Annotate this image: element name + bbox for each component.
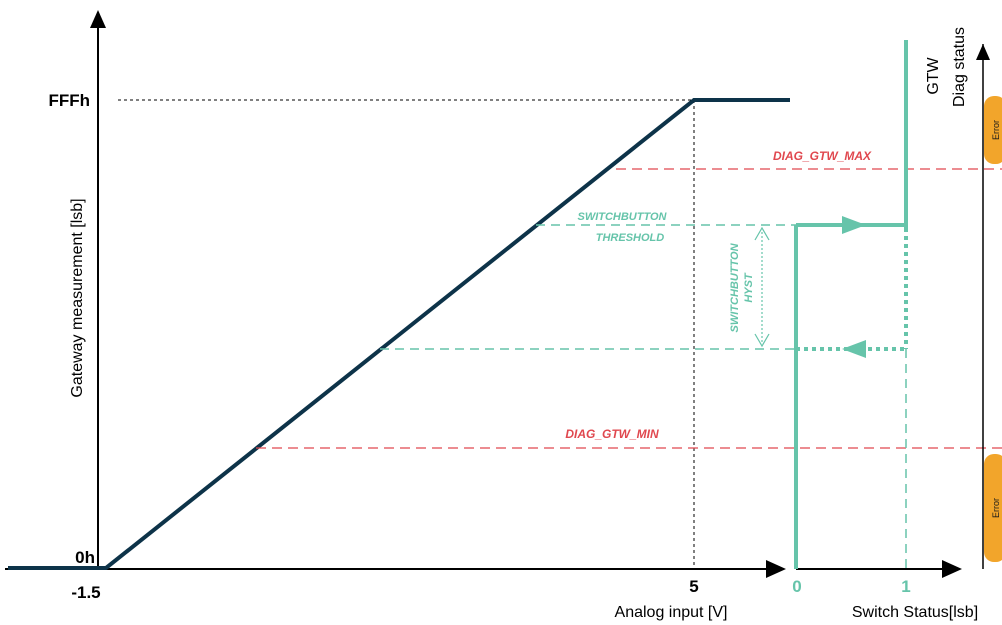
y-axis-arrow-icon	[90, 10, 106, 28]
switch-axis-label: Switch Status[lsb]	[852, 604, 978, 621]
switch-tick-1: 1	[901, 577, 910, 596]
transfer-curve	[8, 98, 790, 570]
hyst-label-line1: SWITCHBUTTON	[729, 242, 741, 332]
diag-axis-arrow-icon	[976, 44, 990, 60]
x-tick-5: 5	[689, 577, 698, 596]
diag-min-label: DIAG_GTW_MIN	[565, 427, 659, 441]
error-badge-bottom: Error	[984, 454, 1002, 562]
x-axis-left-arrow-icon	[766, 560, 786, 578]
switch-threshold-label-line2: THRESHOLD	[596, 232, 665, 244]
switch-tick-0: 0	[792, 577, 801, 596]
error-badge-top: Error	[984, 96, 1002, 164]
error-badge-top-text: Error	[991, 120, 1001, 140]
gtw-label: GTW	[925, 56, 942, 94]
error-badge-bottom-text: Error	[991, 498, 1001, 518]
y-tick-fffh: FFFh	[48, 91, 90, 110]
x-tick-minus-1-5: -1.5	[71, 583, 100, 602]
y-tick-0h: 0h	[75, 548, 95, 567]
hyst-arrow-up-icon	[754, 226, 770, 241]
switch-falling-arrow-icon	[842, 340, 866, 358]
switch-x-axis-arrow-icon	[942, 560, 962, 578]
hyst-arrow-down-icon	[754, 333, 770, 348]
diag-max-label: DIAG_GTW_MAX	[773, 149, 872, 163]
switch-threshold-label-line1: SWITCHBUTTON	[577, 211, 667, 223]
switch-rising-arrow-icon	[842, 216, 866, 234]
y-axis-label: Gateway measurement [lsb]	[69, 198, 86, 397]
x-axis-label: Analog input [V]	[615, 604, 728, 621]
diag-status-label: Diag status	[951, 27, 968, 107]
hyst-label-line2: HYST	[743, 272, 755, 303]
